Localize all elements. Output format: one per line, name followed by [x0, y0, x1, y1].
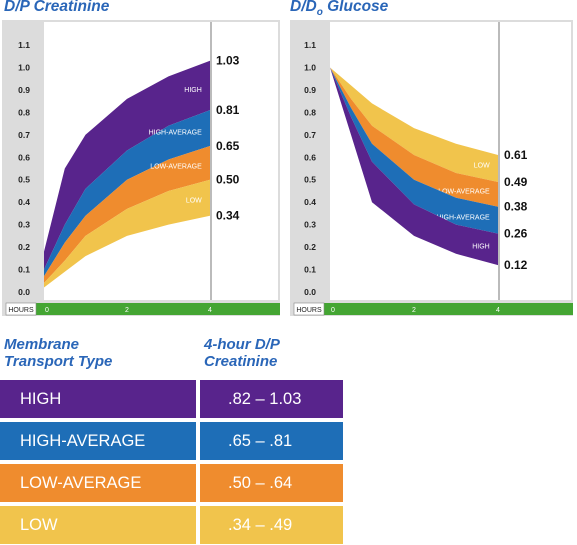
column-separator: [196, 380, 200, 418]
x-tick-label-glucose: 2: [412, 307, 416, 314]
y-tick-label-glucose: 0.5: [304, 175, 316, 185]
range-value: .50 – .64: [228, 474, 293, 492]
table-row-low-average: LOW-AVERAGE .50 – .64: [0, 464, 343, 502]
end-value-label-glucose: 0.38: [504, 200, 528, 214]
band-label-creatinine-low-average: LOW-AVERAGE: [150, 164, 202, 171]
chart-title-creatinine: D/P Creatinine: [4, 0, 110, 15]
hours-box-creatinine: [5, 302, 37, 316]
table-row-high: HIGH .82 – 1.03: [0, 380, 343, 418]
y-tick-label-creatinine: 0.4: [18, 197, 30, 207]
chart-title-glucose-sub: o: [316, 7, 323, 19]
type-label: LOW: [20, 516, 58, 534]
charts-svg: HIGH HIGH-AVERAGE LOW-AVERAGE LOW 0.0 0.1 0.2 0…: [2, 20, 573, 316]
label-column-creatinine: [212, 22, 278, 300]
y-tick-label-creatinine: 0.9: [18, 85, 30, 95]
end-value-label-creatinine: 0.81: [216, 103, 240, 117]
band-label-creatinine-high-average: HIGH-AVERAGE: [149, 129, 202, 136]
x-axis-bar-creatinine: [36, 303, 280, 315]
y-tick-label-glucose: 1.1: [304, 40, 316, 50]
y-tick-label-creatinine: 1.0: [18, 62, 30, 72]
end-value-label-creatinine: 1.03: [216, 54, 240, 68]
table-header-range: 4-hour D/P Creatinine: [204, 336, 280, 370]
y-tick-label-glucose: 0.2: [304, 242, 316, 252]
y-tick-label-glucose: 0.1: [304, 265, 316, 275]
range-value: .65 – .81: [228, 432, 293, 450]
band-glucose-low: [330, 67, 498, 182]
table-row-high-average: HIGH-AVERAGE .65 – .81: [0, 422, 343, 460]
type-label: HIGH: [20, 390, 62, 408]
y-tick-label-glucose: 0.7: [304, 130, 316, 140]
y-tick-label-glucose: 0.9: [304, 85, 316, 95]
band-label-creatinine-high: HIGH: [184, 87, 202, 94]
type-label: LOW-AVERAGE: [20, 474, 142, 492]
y-tick-label-glucose: 0.0: [304, 287, 316, 297]
y-tick-label-creatinine: 0.3: [18, 220, 30, 230]
x-tick-label-glucose: 4: [496, 307, 500, 314]
label-column-glucose: [500, 22, 571, 300]
column-separator: [196, 464, 200, 502]
band-glucose-high-average: [330, 67, 498, 234]
x-tick-label-creatinine: 4: [208, 307, 212, 314]
end-value-label-glucose: 0.61: [504, 148, 528, 162]
x-tick-label-glucose: 0: [331, 307, 335, 314]
band-creatinine-high: [44, 60, 210, 270]
y-tick-label-creatinine: 0.1: [18, 265, 30, 275]
y-tick-label-creatinine: 0.0: [18, 287, 30, 297]
y-tick-label-creatinine: 0.6: [18, 152, 30, 162]
end-value-label-creatinine: 0.34: [216, 209, 240, 223]
y-tick-label-creatinine: 0.7: [18, 130, 30, 140]
chart-title-glucose: D/Do Glucose: [290, 0, 388, 18]
band-creatinine-high-average: [44, 110, 210, 277]
hours-label-creatinine: HOURS: [8, 307, 34, 314]
band-creatinine-low: [44, 179, 210, 288]
chart-title-glucose-main: D/D: [290, 0, 317, 15]
y-tick-label-creatinine: 0.5: [18, 175, 30, 185]
y-tick-label-glucose: 0.3: [304, 220, 316, 230]
type-label: HIGH-AVERAGE: [20, 432, 146, 450]
band-label-creatinine-low: LOW: [186, 198, 202, 205]
y-tick-label-creatinine: 0.8: [18, 107, 30, 117]
column-separator: [196, 422, 200, 460]
band-glucose-low-average: [330, 67, 498, 207]
y-tick-label-creatinine: 0.2: [18, 242, 30, 252]
hours-box-glucose: [293, 302, 325, 316]
band-label-glucose-low: LOW: [474, 162, 490, 169]
x-axis-bar-glucose: [324, 303, 573, 315]
y-tick-label-glucose: 0.8: [304, 107, 316, 117]
x-tick-label-creatinine: 2: [125, 307, 129, 314]
band-creatinine-low-average: [44, 146, 210, 283]
range-value: .34 – .49: [228, 516, 293, 534]
band-label-glucose-low-average: LOW-AVERAGE: [438, 189, 490, 196]
range-value: .82 – 1.03: [228, 390, 302, 408]
y-tick-label-glucose: 1.0: [304, 62, 316, 72]
end-value-label-glucose: 0.49: [504, 175, 528, 189]
column-separator: [196, 506, 200, 544]
band-label-glucose-high-average: HIGH-AVERAGE: [437, 214, 490, 221]
table-header-type: Membrane Transport Type: [4, 336, 113, 370]
end-value-label-creatinine: 0.65: [216, 139, 240, 153]
chart-title-glucose-rest: Glucose: [322, 0, 389, 15]
y-tick-label-glucose: 0.4: [304, 197, 316, 207]
band-label-glucose-high: HIGH: [472, 243, 490, 250]
y-tick-label-creatinine: 1.1: [18, 40, 30, 50]
y-tick-label-glucose: 0.6: [304, 152, 316, 162]
hours-label-glucose: HOURS: [296, 307, 322, 314]
x-tick-label-creatinine: 0: [45, 307, 49, 314]
end-value-label-glucose: 0.26: [504, 227, 528, 241]
band-glucose-high: [330, 67, 498, 266]
end-value-label-creatinine: 0.50: [216, 173, 240, 187]
table-row-low: LOW .34 – .49: [0, 506, 343, 544]
transport-type-table: HIGH .82 – 1.03 HIGH-AVERAGE .65 – .81 L…: [0, 380, 343, 545]
end-value-label-glucose: 0.12: [504, 258, 528, 272]
